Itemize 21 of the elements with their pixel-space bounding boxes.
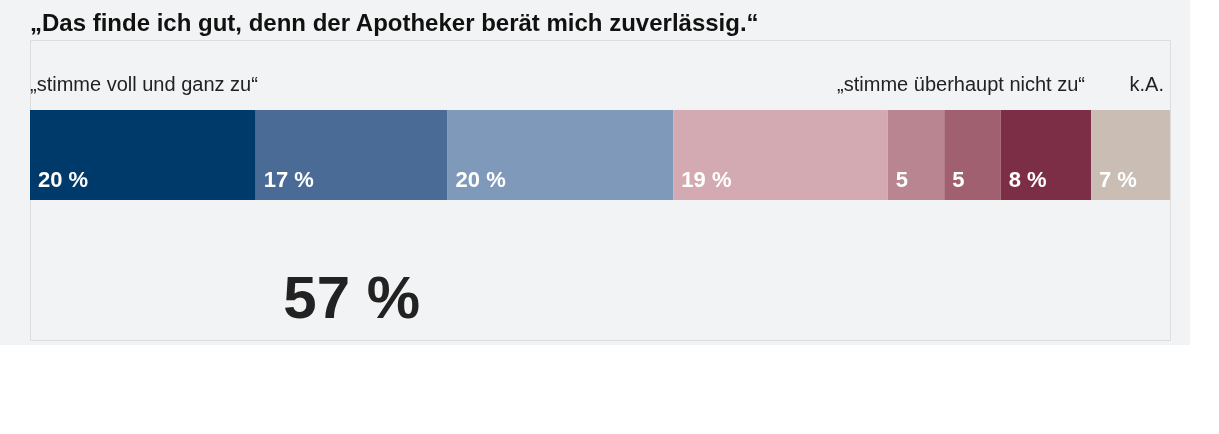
data-label: 5	[895, 167, 909, 192]
bar	[447, 110, 674, 200]
data-label: 19 %	[681, 167, 732, 192]
data-label: 17 %	[263, 167, 314, 192]
bar	[30, 110, 256, 200]
bar	[944, 110, 1001, 200]
data-label: 7 %	[1098, 167, 1137, 192]
chart-title: „Das finde ich gut, denn der Apotheker berät mich zuverlässig.“	[30, 9, 759, 36]
data-label: 8 %	[1008, 167, 1047, 192]
bar	[887, 110, 945, 200]
bar	[1000, 110, 1091, 200]
bar	[1090, 110, 1170, 200]
text: k.A.	[1129, 73, 1164, 95]
data-label: 20 %	[455, 167, 506, 192]
data-label: 5	[952, 167, 965, 192]
bar	[255, 110, 448, 200]
text: 57 %	[283, 264, 421, 331]
data-label: 20 %	[38, 167, 89, 192]
text: „stimme überhaupt nicht zu“	[837, 73, 1085, 95]
text: „stimme voll und ganz zu“	[30, 73, 258, 95]
bar	[673, 110, 888, 200]
